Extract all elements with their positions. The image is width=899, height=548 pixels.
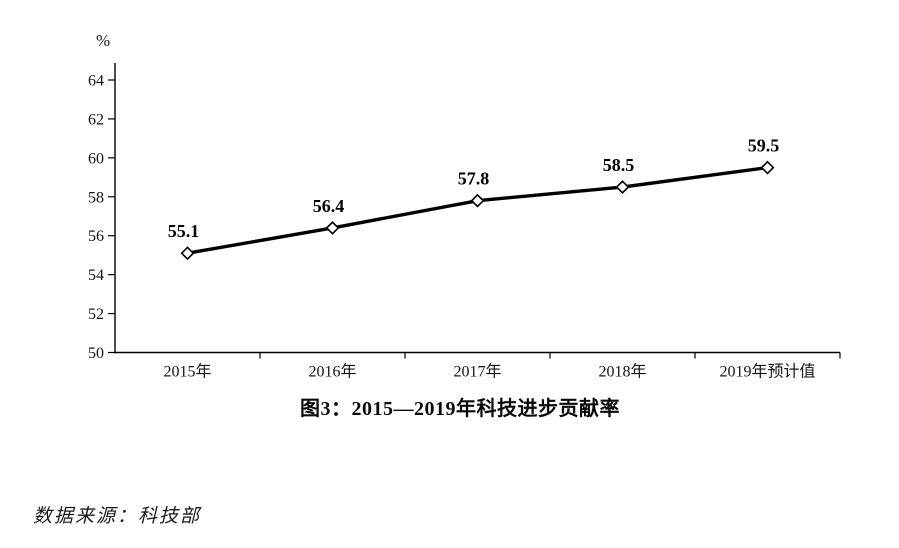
y-axis-unit-label: % [96, 31, 111, 50]
data-source-caption: 数据来源：科技部 [33, 506, 202, 527]
y-tick-label: 58 [88, 189, 104, 206]
y-tick-label: 50 [88, 345, 104, 362]
chart-title: 图3：2015—2019年科技进步贡献率 [300, 398, 620, 420]
data-point-marker [180, 246, 195, 261]
data-point-label: 58.5 [603, 155, 635, 175]
data-point-label: 55.1 [168, 221, 200, 241]
data-point-label: 56.4 [313, 196, 345, 216]
y-tick-label: 64 [88, 73, 104, 90]
y-tick-label: 62 [88, 111, 104, 128]
data-point-marker [615, 180, 630, 194]
y-tick-label: 52 [88, 306, 104, 323]
y-tick-label: 60 [88, 150, 104, 167]
data-point-marker [470, 193, 485, 208]
data-point-marker [760, 160, 775, 175]
x-category-label: 2016年 [308, 363, 356, 381]
y-tick-label: 54 [88, 267, 104, 284]
line-chart: 50 52 54 56 58 60 62 64 2015年 2016年 2017年 2018年 2019… [88, 63, 841, 381]
data-point-label: 59.5 [748, 136, 780, 156]
data-point-marker [325, 220, 340, 235]
x-category-label: 2019年预计值 [719, 363, 815, 381]
x-category-label: 2018年 [598, 363, 646, 381]
data-point-label: 57.8 [458, 169, 490, 189]
x-category-label: 2017年 [453, 363, 501, 381]
x-category-label: 2015年 [163, 363, 211, 381]
y-tick-label: 56 [88, 228, 104, 245]
